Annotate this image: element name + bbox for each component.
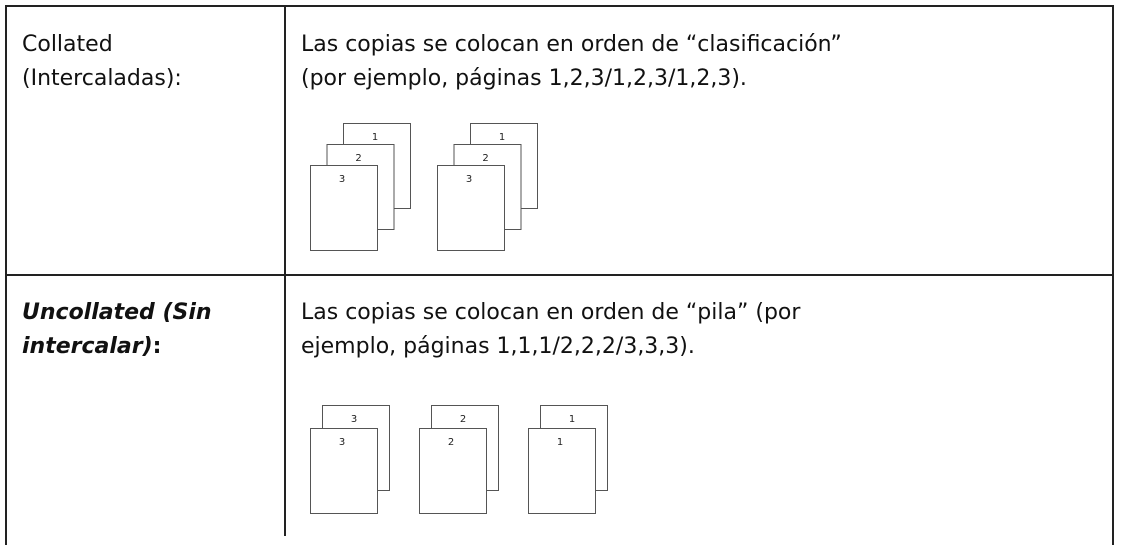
- page-sheet: [528, 428, 596, 514]
- row-description: Las copias se colocan en orden de “pila”…: [301, 300, 801, 359]
- column-divider: [284, 5, 286, 536]
- page-number: 3: [351, 414, 357, 425]
- page-number: 3: [339, 174, 345, 185]
- page-number: 1: [499, 132, 505, 143]
- label-suffix: :: [152, 334, 162, 359]
- page-number: 2: [448, 437, 454, 448]
- page-sheet: [437, 165, 505, 251]
- label-emphasis: Uncollated (Sin intercalar): [22, 300, 212, 359]
- page-number: 2: [482, 153, 488, 164]
- row-label: Collated (Intercaladas):: [22, 32, 182, 91]
- page-number: 2: [460, 414, 466, 425]
- row-description: Las copias se colocan en orden de “clasi…: [301, 32, 842, 91]
- page-number: 3: [339, 437, 345, 448]
- page-sheet: [419, 428, 487, 514]
- page-number: 3: [466, 174, 472, 185]
- page-number: 2: [355, 153, 361, 164]
- page-number: 1: [557, 437, 563, 448]
- page-sheet: [310, 428, 378, 514]
- page-sheet: [310, 165, 378, 251]
- page-number: 1: [569, 414, 575, 425]
- page-number: 1: [372, 132, 378, 143]
- row-divider: [5, 274, 1114, 276]
- row-label: Uncollated (Sin intercalar):: [22, 296, 272, 364]
